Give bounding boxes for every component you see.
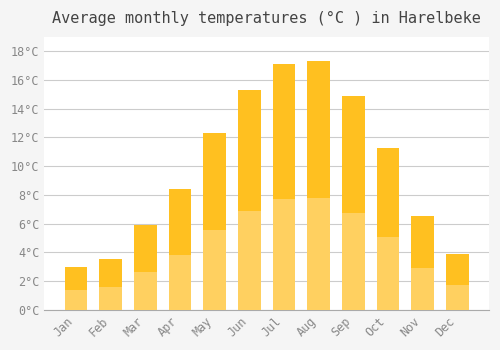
Bar (64, 290, 87, 310)
Bar (134, 225, 156, 310)
Bar (308, 61, 330, 310)
Bar (342, 96, 364, 310)
Bar (412, 268, 434, 310)
Bar (100, 287, 122, 310)
Bar (168, 189, 192, 310)
Bar (377, 148, 400, 310)
Bar (64, 267, 87, 310)
Bar (238, 90, 260, 310)
Bar (168, 256, 192, 310)
Bar (446, 285, 468, 310)
Bar (342, 214, 364, 310)
Bar (308, 198, 330, 310)
Bar (272, 64, 295, 310)
Bar (204, 133, 226, 310)
Bar (377, 237, 400, 310)
Bar (100, 259, 122, 310)
Bar (238, 211, 260, 310)
Title: Average monthly temperatures (°C ) in Harelbeke: Average monthly temperatures (°C ) in Ha… (52, 11, 481, 26)
Bar (204, 230, 226, 310)
Bar (134, 272, 156, 310)
Bar (272, 199, 295, 310)
Bar (446, 254, 468, 310)
Bar (412, 216, 434, 310)
